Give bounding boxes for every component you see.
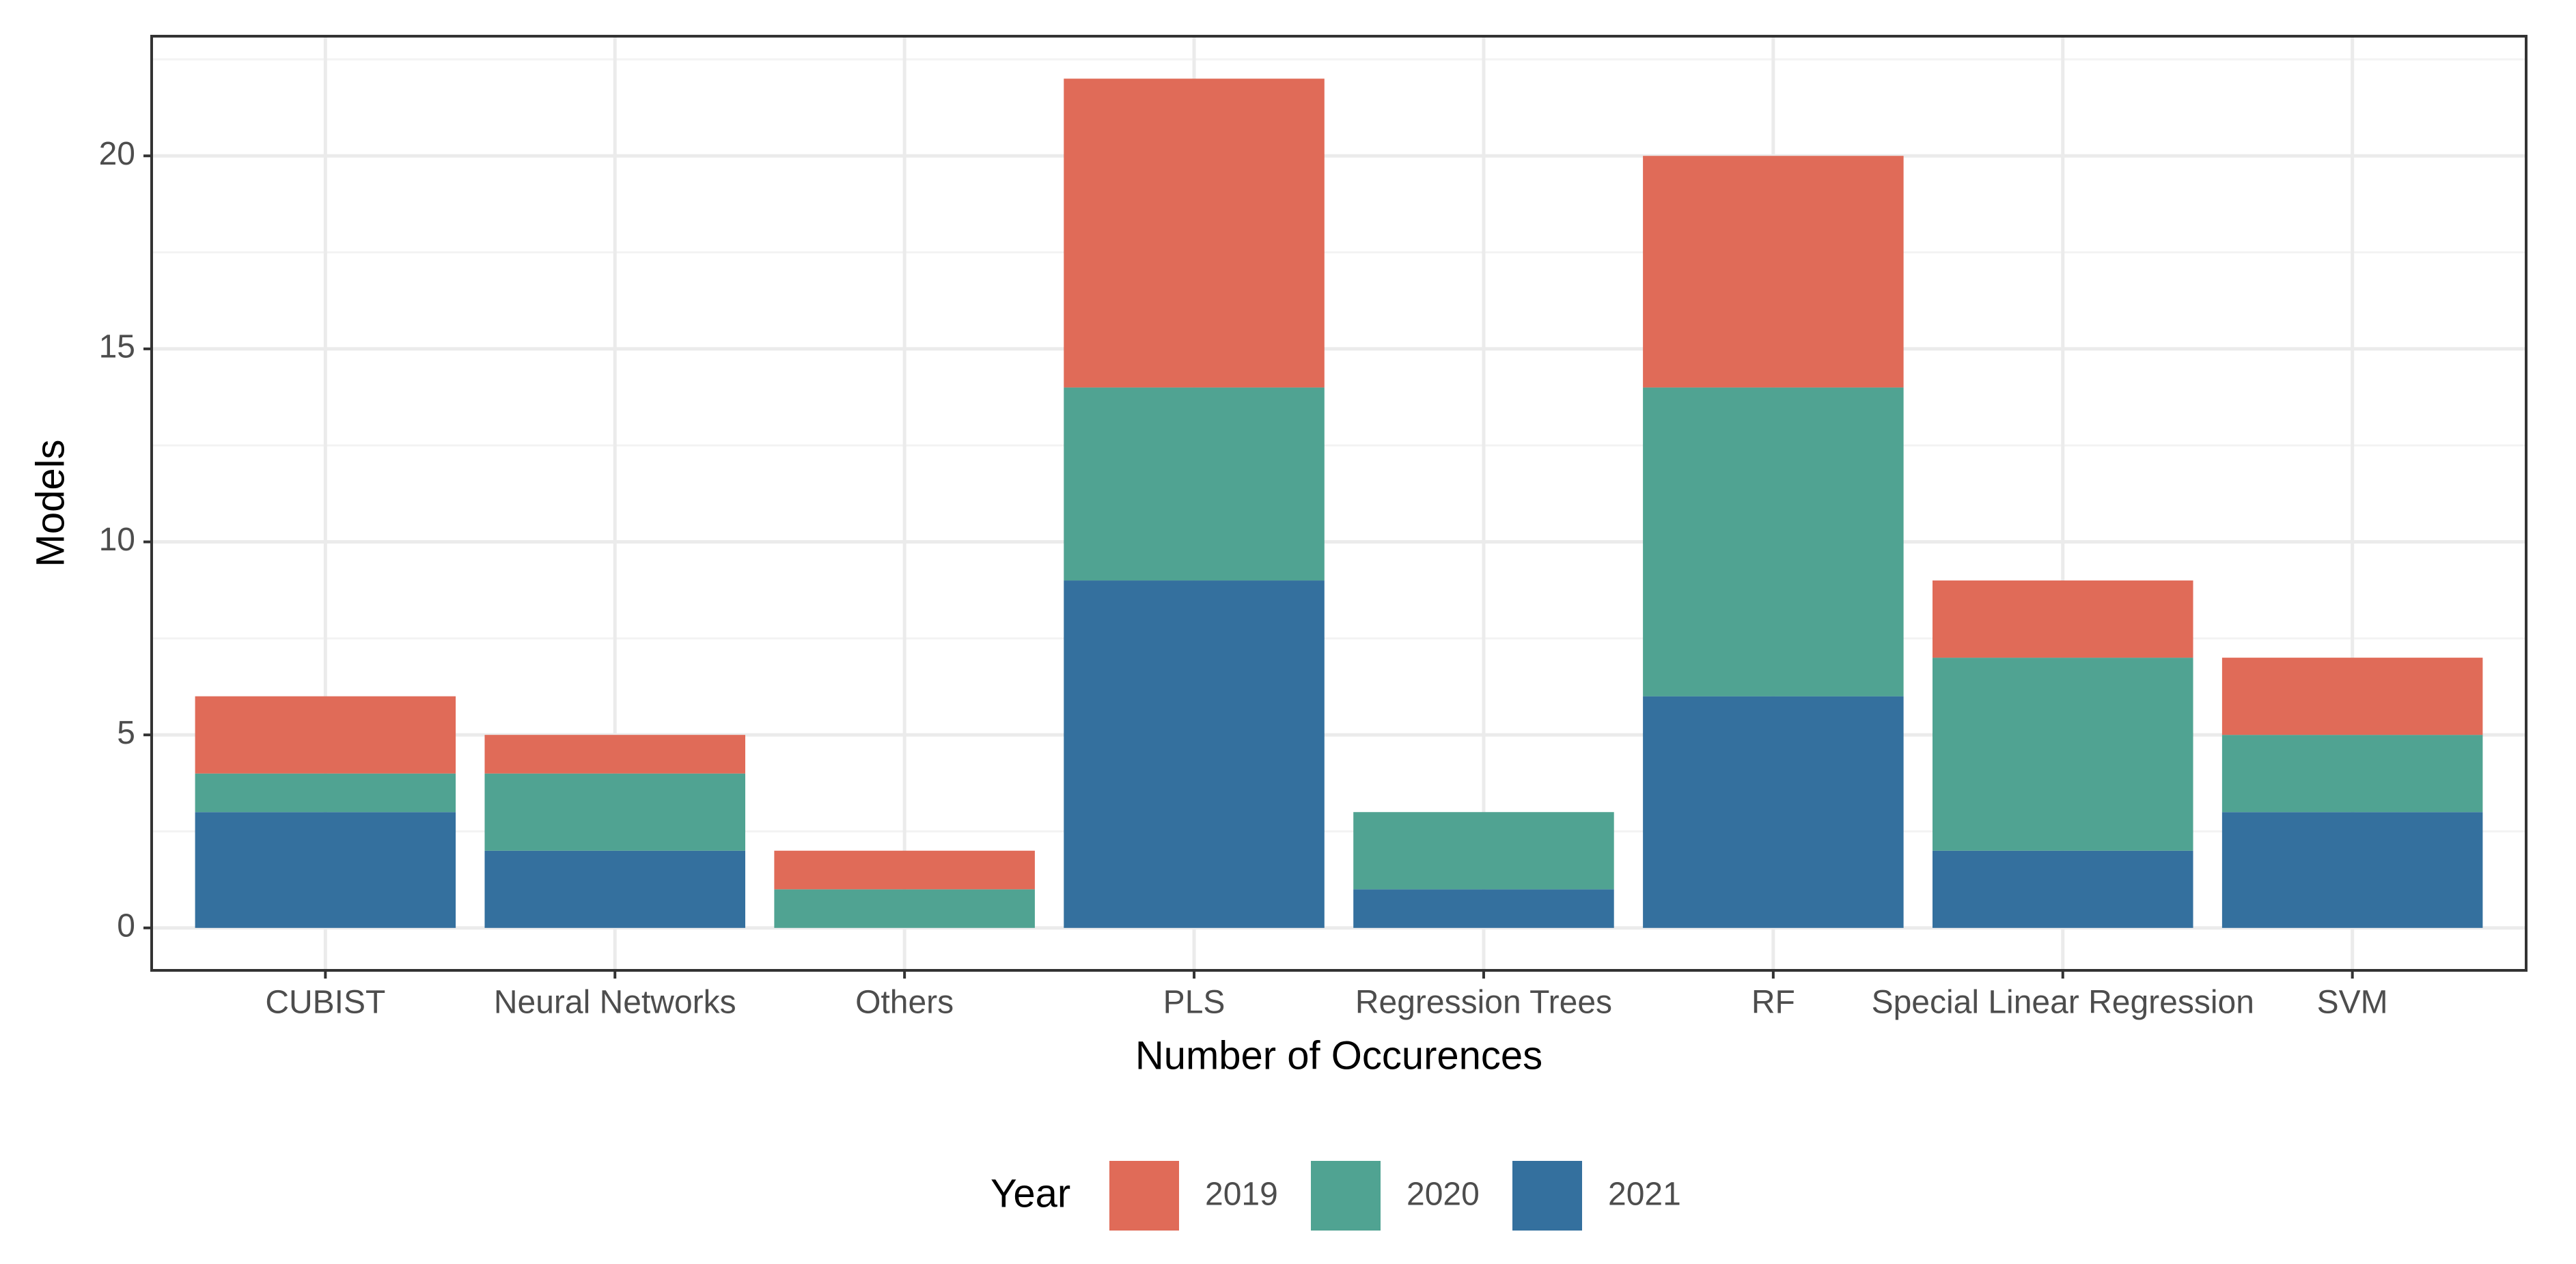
y-tick-label: 0 <box>117 908 135 944</box>
bar-segment <box>195 773 456 813</box>
bar-segment <box>1933 658 2193 851</box>
bar-segment <box>195 696 456 774</box>
x-tick-label: Others <box>855 985 954 1021</box>
x-tick-label: Regression Trees <box>1355 985 1612 1021</box>
bar-segment <box>1064 387 1325 581</box>
legend-title: Year <box>991 1171 1070 1216</box>
bar-segment <box>1643 696 1904 928</box>
bar-segment <box>2221 735 2483 813</box>
bar-segment <box>1643 156 1904 388</box>
x-axis-title: Number of Occurences <box>1135 1033 1542 1078</box>
x-tick-label: PLS <box>1163 985 1225 1021</box>
legend-label: 2019 <box>1205 1177 1278 1213</box>
bar-segment <box>484 850 745 928</box>
bar-segment <box>484 735 745 774</box>
legend-key <box>1109 1161 1179 1231</box>
y-axis-title: Models <box>28 440 72 567</box>
y-tick-label: 5 <box>117 715 135 751</box>
x-tick-label: CUBIST <box>265 985 385 1021</box>
bar-segment <box>2221 658 2483 735</box>
bar-segment <box>1933 850 2193 928</box>
bar-segment <box>774 889 1035 928</box>
legend-key <box>1512 1161 1582 1231</box>
bar-segment <box>1064 79 1325 388</box>
bar-segment <box>1064 580 1325 928</box>
bar-segment <box>1643 387 1904 697</box>
bar-segment <box>1353 889 1614 928</box>
x-tick-label: Special Linear Regression <box>1872 985 2254 1021</box>
y-tick-label: 10 <box>99 522 135 558</box>
legend-label: 2020 <box>1407 1177 1480 1213</box>
bar-segment <box>195 812 456 928</box>
legend-key <box>1311 1161 1381 1231</box>
y-tick-label: 20 <box>99 136 135 172</box>
bar-segment <box>1353 812 1614 890</box>
x-tick-label: RF <box>1751 985 1795 1021</box>
x-tick-label: SVM <box>2317 985 2388 1021</box>
legend-label: 2021 <box>1608 1177 1681 1213</box>
panel-border <box>150 35 2527 972</box>
y-tick-label: 15 <box>99 329 135 365</box>
bar-segment <box>774 850 1035 890</box>
x-tick-label: Neural Networks <box>494 985 736 1021</box>
bar-segment <box>484 773 745 851</box>
bar-segment <box>2221 812 2483 928</box>
bar-segment <box>1933 580 2193 658</box>
